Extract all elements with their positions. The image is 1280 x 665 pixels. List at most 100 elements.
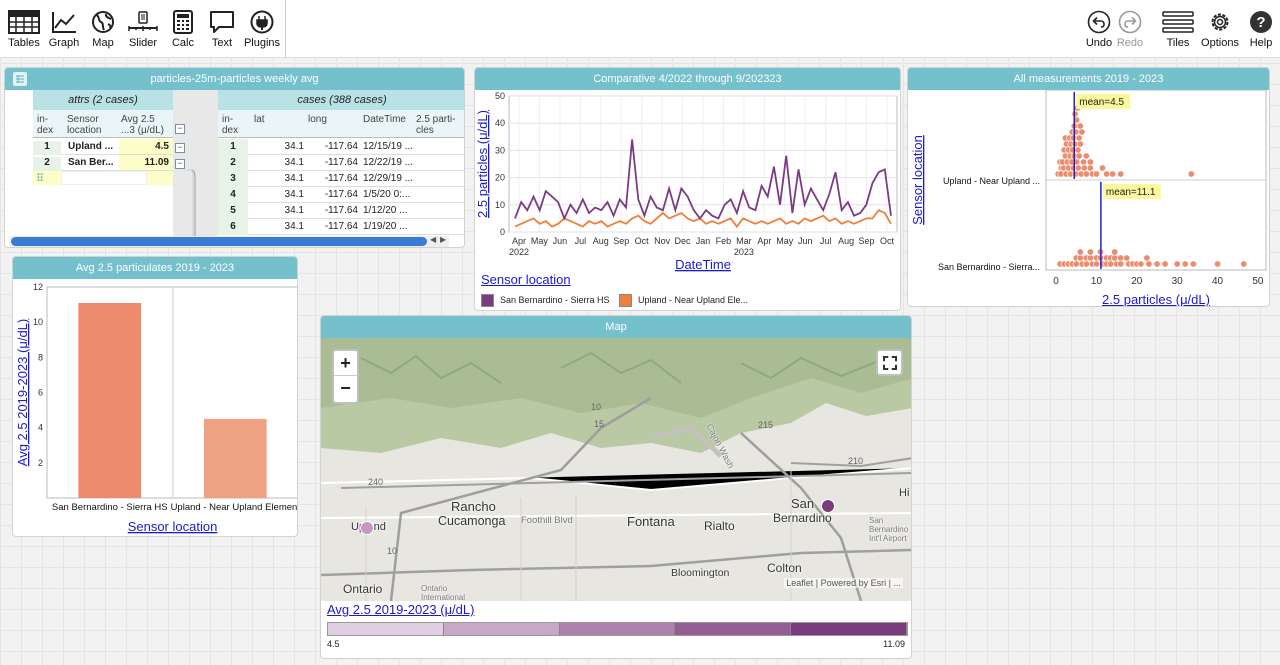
line-chart-title[interactable]: Comparative 4/2022 through 9/202323 <box>475 68 900 90</box>
bar-chart[interactable]: 2 4 6 8 10 12 San Bernardino - Sierra HS Upland… <box>13 279 298 537</box>
plugins-button[interactable]: Plugins <box>240 10 284 49</box>
y-tick-label: 10 <box>495 200 505 210</box>
marquee-select-button[interactable] <box>876 349 903 376</box>
table-tile[interactable]: particles-25m-particles weekly avg attrs… <box>4 67 465 248</box>
col-datetime[interactable]: DateTime <box>363 114 406 125</box>
input-row[interactable]: ⠿ <box>33 171 173 185</box>
col-avg[interactable]: Avg 2.5 ...3 (μ/dL) <box>121 114 164 136</box>
table-title[interactable]: particles-25m-particles weekly avg <box>5 68 464 90</box>
zoom-in-button[interactable]: + <box>334 351 357 376</box>
legend-bin[interactable] <box>675 623 792 635</box>
collapse-all-icon[interactable]: − <box>175 124 185 134</box>
calc-button[interactable]: Calc <box>161 10 205 49</box>
legend-label[interactable]: San Bernardino - Sierra HS <box>500 295 610 305</box>
graph-button[interactable]: Graph <box>42 10 86 49</box>
line-chart-tile[interactable]: Comparative 4/2022 through 9/202323 0 10 2… <box>474 67 901 311</box>
bar-chart-title[interactable]: Avg 2.5 particulates 2019 - 2023 <box>13 257 297 279</box>
map-canvas[interactable] <box>321 338 912 601</box>
calculator-icon <box>173 10 193 34</box>
place-label: Rialto <box>704 519 735 533</box>
case-row[interactable]: 1 34.1 -117.64 12/15/19 ... <box>218 139 464 155</box>
data-point <box>1086 254 1094 262</box>
data-point <box>1080 164 1088 172</box>
data-point <box>1074 146 1082 154</box>
case-row[interactable]: 6 34.1 -117.64 1/19/20 ... <box>218 219 464 235</box>
scrollbar-thumb[interactable] <box>11 237 427 246</box>
map-point[interactable] <box>360 521 374 535</box>
case-row[interactable]: 2 34.1 -117.64 12/22/19 ... <box>218 155 464 171</box>
map-title[interactable]: Map <box>321 316 911 338</box>
collapse-row-1-icon[interactable]: − <box>175 143 185 153</box>
zoom-out-button[interactable]: − <box>340 378 351 398</box>
col-sensor-location[interactable]: Sensor location <box>67 114 102 136</box>
col-lat[interactable]: lat <box>254 114 265 125</box>
data-point <box>1098 164 1106 172</box>
row-index: 3 <box>218 171 248 187</box>
category-label: San Bernardino - Sierra... <box>938 262 1040 272</box>
data-point <box>1214 260 1222 268</box>
case-row[interactable]: 3 34.1 -117.64 12/29/19 ... <box>218 171 464 187</box>
text-button[interactable]: Text <box>200 10 244 49</box>
dot-plot-title[interactable]: All measurements 2019 - 2023 <box>908 68 1269 90</box>
road-label: 10 <box>591 402 602 412</box>
map-attribution[interactable]: Leaflet | Powered by Esri | ... <box>784 578 903 588</box>
legend-bin[interactable] <box>791 623 907 635</box>
collapse-row-2-icon[interactable]: − <box>175 159 185 169</box>
horizontal-scrollbar[interactable]: ◀ ▶ <box>9 235 449 247</box>
help-button[interactable]: ? Help <box>1239 10 1280 49</box>
scroll-right-icon[interactable]: ▶ <box>440 235 447 244</box>
attrs-row-1[interactable]: 1 Upland ... 4.5 <box>33 139 173 155</box>
relation-lines <box>185 169 196 238</box>
case-row[interactable]: 4 34.1 -117.64 1/5/20 0:... <box>218 187 464 203</box>
tables-button[interactable]: Tables <box>2 10 46 49</box>
tiles-button[interactable]: Tiles <box>1156 10 1200 49</box>
map-point[interactable] <box>821 499 835 513</box>
row-index: 4 <box>218 187 248 203</box>
col-index-label[interactable]: in-dex <box>37 114 54 136</box>
table-icon <box>8 10 40 34</box>
cases-header: cases (388 cases) <box>218 90 464 110</box>
attrs-row-2[interactable]: 2 San Ber... 11.09 <box>33 155 173 171</box>
tiles-label: Tiles <box>1166 37 1190 49</box>
legend-bin[interactable] <box>443 623 560 635</box>
row-avg: 4.5 <box>119 139 173 154</box>
legend-swatch[interactable] <box>481 294 494 307</box>
legend-bin[interactable] <box>559 623 676 635</box>
x-tick-label: Aug <box>838 236 854 246</box>
gear-icon <box>1211 13 1229 31</box>
case-row[interactable]: 5 34.1 -117.64 1/12/20 ... <box>218 203 464 219</box>
road-label: 210 <box>848 456 864 466</box>
place-label: Hi <box>899 487 910 499</box>
map-tile[interactable]: Map + − Leaflet | Powered by Esri | ... … <box>320 315 912 659</box>
legend-bin[interactable] <box>328 623 444 635</box>
scroll-left-icon[interactable]: ◀ <box>430 235 437 244</box>
map-button[interactable]: Map <box>81 10 125 49</box>
place-label: International <box>421 593 466 602</box>
col-particles[interactable]: 2.5 parti-cles <box>416 114 456 136</box>
legend-label[interactable]: Upland - Near Upland Ele... <box>638 295 749 305</box>
row-index: 2 <box>33 157 61 171</box>
y-tick-label: 8 <box>38 352 43 362</box>
cases-col-index[interactable]: in-dex <box>222 114 239 136</box>
line-legend-title[interactable]: Sensor location <box>481 272 571 287</box>
x-tick-label: 0 <box>1053 276 1059 287</box>
undo-icon <box>1087 10 1111 34</box>
undo-button[interactable]: Undo <box>1077 10 1121 49</box>
drag-handle-icon[interactable]: ⠿ <box>36 173 45 185</box>
dot-plot[interactable]: 0 10 20 30 40 50 2.5 particles (μ/dL) Sensor lo… <box>908 90 1270 307</box>
options-button[interactable]: Options <box>1198 10 1242 49</box>
dot-plot-tile[interactable]: All measurements 2019 - 2023 0 10 20 30 40 50… <box>907 67 1270 307</box>
table-icon[interactable] <box>13 72 27 86</box>
redo-button[interactable]: Redo <box>1108 10 1152 49</box>
map-legend-bar[interactable] <box>327 622 908 636</box>
col-long[interactable]: long <box>308 114 327 125</box>
row-datetime: 1/5/20 0:... <box>363 189 411 200</box>
x-axis-label: DateTime <box>675 257 731 272</box>
legend-swatch[interactable] <box>619 294 632 307</box>
bar-chart-tile[interactable]: Avg 2.5 particulates 2019 - 2023 2 4 6 8 10 1… <box>12 256 298 537</box>
map-legend-title[interactable]: Avg 2.5 2019-2023 (μ/dL) <box>327 602 475 617</box>
slider-button[interactable]: Slider <box>121 10 165 49</box>
x-tick-label: Jun <box>553 236 568 246</box>
row-lat: 34.1 <box>284 189 304 200</box>
